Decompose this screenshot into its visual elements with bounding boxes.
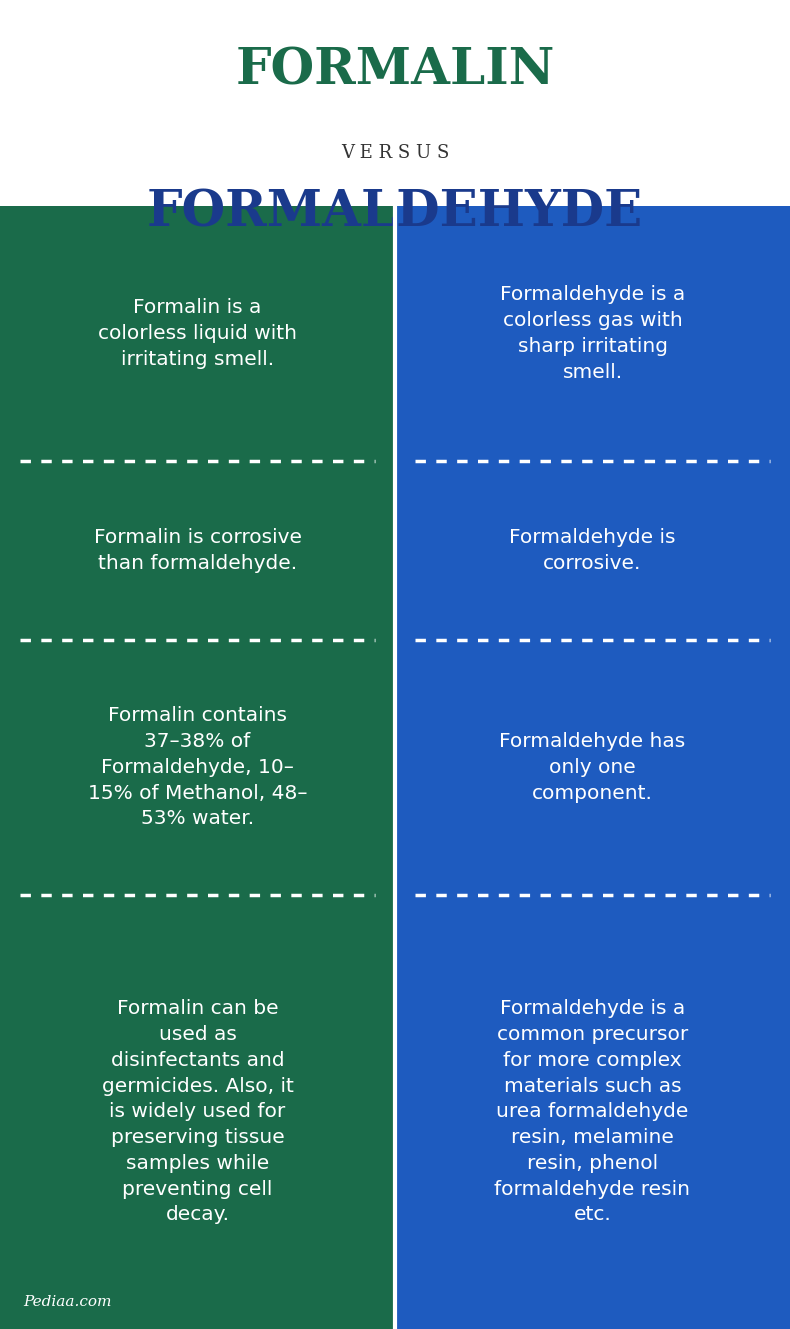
Text: FORMALIN: FORMALIN bbox=[235, 47, 555, 96]
Text: Formalin can be
used as
disinfectants and
germicides. Also, it
is widely used fo: Formalin can be used as disinfectants an… bbox=[102, 999, 293, 1224]
Bar bbox=[0, 641, 395, 894]
Text: Formaldehyde is a
colorless gas with
sharp irritating
smell.: Formaldehyde is a colorless gas with sha… bbox=[500, 286, 685, 381]
Text: Formaldehyde is
corrosive.: Formaldehyde is corrosive. bbox=[510, 528, 675, 573]
Text: Formaldehyde is a
common precursor
for more complex
materials such as
urea forma: Formaldehyde is a common precursor for m… bbox=[495, 999, 690, 1224]
Text: Formalin contains
37–38% of
Formaldehyde, 10–
15% of Methanol, 48–
53% water.: Formalin contains 37–38% of Formaldehyde… bbox=[88, 707, 307, 828]
Text: Formaldehyde has
only one
component.: Formaldehyde has only one component. bbox=[499, 732, 686, 803]
Text: V E R S U S: V E R S U S bbox=[340, 144, 450, 162]
Text: FORMALDEHYDE: FORMALDEHYDE bbox=[147, 189, 643, 238]
Text: Formalin is corrosive
than formaldehyde.: Formalin is corrosive than formaldehyde. bbox=[93, 528, 302, 573]
Text: Pediaa.com: Pediaa.com bbox=[24, 1294, 112, 1309]
Bar bbox=[0, 461, 395, 641]
Bar bbox=[395, 641, 790, 894]
Bar bbox=[395, 461, 790, 641]
Bar bbox=[0, 894, 395, 1329]
Bar bbox=[395, 206, 790, 461]
Text: Formalin is a
colorless liquid with
irritating smell.: Formalin is a colorless liquid with irri… bbox=[98, 298, 297, 368]
Bar bbox=[0, 206, 395, 461]
Bar bbox=[395, 894, 790, 1329]
